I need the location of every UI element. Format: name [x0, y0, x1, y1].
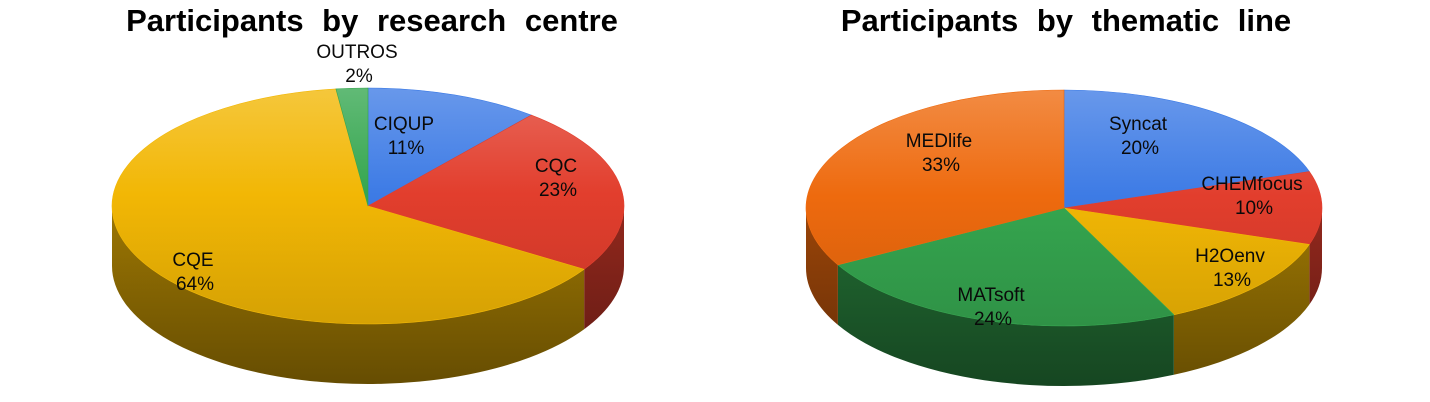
- chart-title-research-centre: Participants by research centre: [126, 3, 618, 38]
- pie-chart-thematic-line: Syncat 20% CHEMfocus 10% H2Oenv 13% MATsoft 24%…: [805, 89, 1323, 386]
- pie-slice-pct-cqc: 23%: [539, 180, 577, 201]
- pie-slice-side-h2oenv: [1173, 244, 1310, 375]
- pie-slice-cqe: [111, 88, 585, 325]
- pie-slice-label-outros: OUTROS: [316, 42, 397, 63]
- pie-slice-cqc: [367, 114, 625, 270]
- pie-slice-side-cqe: [112, 206, 585, 384]
- pie-slice-pct-cqe: 64%: [176, 274, 214, 295]
- pie-slice-pct-chemfocus: 10%: [1235, 198, 1273, 219]
- pie-slice-outros: [335, 87, 369, 207]
- pie-slice-matsoft: [837, 207, 1175, 327]
- pie-slice-pct-syncat: 20%: [1121, 138, 1159, 159]
- pie-slice-label-h2oenv: H2Oenv: [1195, 246, 1265, 267]
- pie-slice-side-cqc: [584, 206, 624, 330]
- pie-slice-pct-ciqup: 11%: [388, 138, 425, 159]
- chart-title-thematic-line: Participants by thematic line: [841, 3, 1291, 38]
- pie-slice-pct-medlife: 33%: [922, 155, 960, 176]
- pie-slice-label-matsoft: MATsoft: [957, 285, 1025, 306]
- pie-slice-pct-matsoft: 24%: [974, 309, 1012, 330]
- pie-slice-chemfocus: [1063, 171, 1323, 245]
- pie-slice-label-ciqup: CIQUP: [374, 114, 434, 135]
- pie-slice-label-cqc: CQC: [535, 156, 577, 177]
- pie-slice-side-matsoft: [837, 264, 1174, 386]
- pie-slice-pct-outros: 2%: [345, 66, 373, 87]
- pie-slice-label-chemfocus: CHEMfocus: [1201, 174, 1302, 195]
- pie-slice-label-medlife: MEDlife: [906, 131, 973, 152]
- pie-slice-medlife: [805, 89, 1065, 266]
- pie-slice-label-syncat: Syncat: [1109, 114, 1168, 135]
- pie-slice-ciqup: [367, 87, 532, 207]
- pie-slice-h2oenv: [1063, 207, 1310, 316]
- pie-slice-syncat: [1063, 89, 1310, 209]
- pie-slice-label-cqe: CQE: [172, 250, 213, 271]
- pie-slice-pct-h2oenv: 13%: [1213, 270, 1251, 291]
- pie-chart-research-centre: CIQUP 11% CQC 23% CQE 64% OUTROS 2%: [111, 42, 625, 384]
- pie-slice-side-chemfocus: [1309, 208, 1322, 305]
